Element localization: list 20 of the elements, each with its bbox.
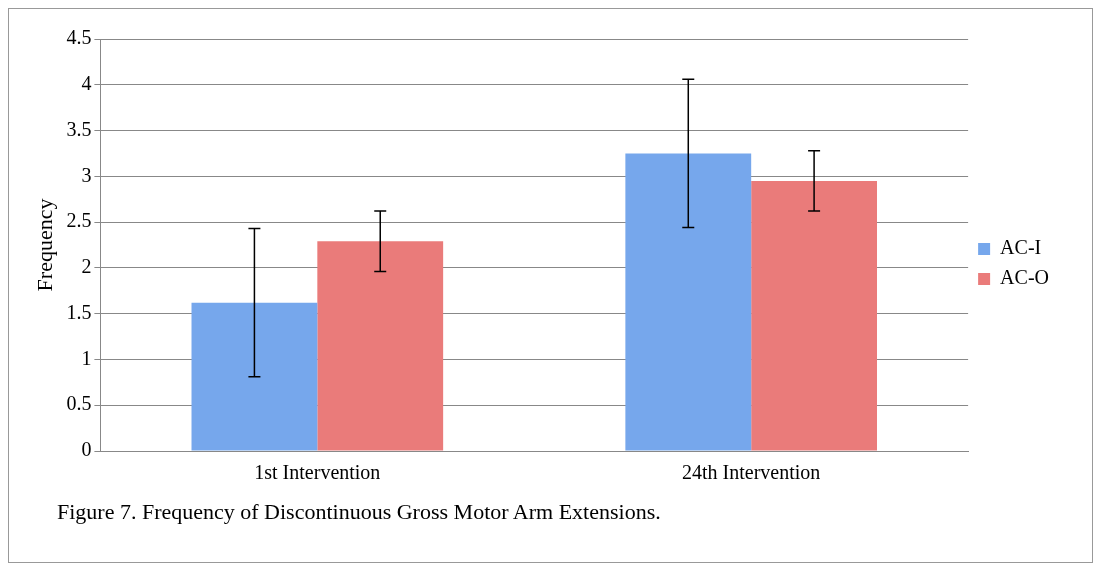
- bar: [317, 241, 444, 451]
- y-tick-label: 3.5: [66, 117, 92, 140]
- caption: Figure 7. Frequency of Discontinuous Gross Motor Arm Extensions.: [57, 499, 661, 525]
- y-tick-label: 2.5: [66, 209, 92, 232]
- bar: [751, 180, 877, 451]
- y-tick-label: 1: [81, 346, 92, 369]
- y-tick-label: 4: [81, 72, 92, 95]
- y-tick-label: 1.5: [66, 300, 92, 323]
- x-tick-label: 1st Intervention: [254, 461, 381, 484]
- y-tick-label: 4.5: [66, 26, 92, 49]
- legend-label: AC-I: [1000, 236, 1042, 259]
- bar: [625, 153, 752, 451]
- y-tick-label: 2: [81, 255, 92, 278]
- y-tick-label: 0: [81, 438, 92, 461]
- bar: [191, 302, 318, 451]
- y-tick-label: 3: [81, 163, 92, 186]
- y-axis-title: Frequency: [31, 198, 57, 292]
- legend-label: AC-O: [1000, 266, 1049, 289]
- y-tick-label: 0.5: [66, 392, 92, 415]
- x-tick-label: 24th Intervention: [682, 461, 821, 484]
